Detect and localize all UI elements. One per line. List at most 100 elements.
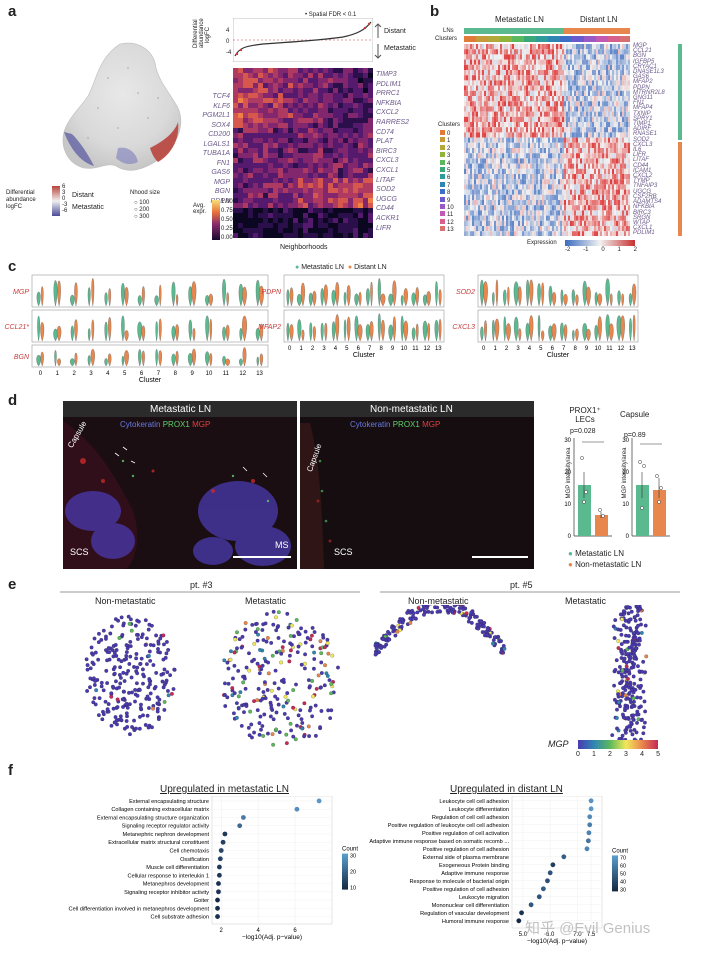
heat-b-cell	[596, 205, 598, 211]
heat-b-cell	[548, 194, 550, 200]
violin-shape	[222, 356, 226, 367]
heat-b-cell	[596, 163, 598, 169]
heat-b-cell	[478, 200, 480, 206]
heat-a-cell	[233, 158, 238, 163]
heat-b-cell	[464, 44, 466, 50]
heat-b-cell	[524, 189, 526, 195]
heat-b-cell	[550, 59, 552, 65]
cluster-label: 6	[447, 175, 451, 182]
heat-a-cell	[263, 233, 268, 238]
heat-b-cell	[484, 231, 486, 236]
heat-b-cell	[488, 158, 490, 164]
violin-shape	[191, 348, 196, 367]
heat-b-cell	[468, 137, 470, 143]
heat-b-cell	[574, 54, 576, 60]
heat-b-cell	[554, 85, 556, 91]
heat-b-cell	[592, 174, 594, 180]
heat-b-cell	[626, 231, 628, 236]
cluster-strip-cell	[622, 36, 624, 42]
heat-a-cell	[333, 68, 338, 73]
heat-a-cell	[368, 83, 373, 88]
heat-b-cell	[540, 49, 542, 55]
heat-a-cell	[293, 188, 298, 193]
heat-b-cell	[588, 200, 590, 206]
heat-a-cell	[368, 128, 373, 133]
violin-shape	[495, 279, 499, 307]
heat-b-cell	[564, 75, 566, 81]
heat-a-cell	[268, 113, 273, 118]
heat-b-cell	[612, 189, 614, 195]
heat-b-cell	[554, 106, 556, 112]
heat-b-cell	[544, 231, 546, 236]
heat-b-cell	[582, 137, 584, 143]
spatial-point	[307, 734, 311, 738]
heat-a-cell	[313, 68, 318, 73]
heat-b-cell	[476, 132, 478, 138]
heat-b-cell	[576, 80, 578, 86]
heat-a-cell	[353, 143, 358, 148]
heat-a-cell	[283, 208, 288, 213]
heat-b-cell	[500, 168, 502, 174]
violin-shape	[108, 317, 112, 342]
heat-b-cell	[534, 96, 536, 102]
spatial-point	[141, 672, 146, 677]
heat-a-cell	[243, 228, 248, 233]
heat-b-cell	[574, 70, 576, 76]
heat-b-cell	[590, 122, 592, 128]
heat-b-cell	[508, 127, 510, 133]
heat-b-cell	[474, 80, 476, 86]
heat-a-cell	[338, 103, 343, 108]
heat-b-cell	[476, 44, 478, 50]
heat-a-cell	[268, 188, 273, 193]
heat-b-cell	[612, 90, 614, 96]
heat-b-cell	[578, 122, 580, 128]
heat-a-cell	[323, 78, 328, 83]
heat-a-cell	[263, 138, 268, 143]
heat-a-cell	[258, 108, 263, 113]
heat-b-cell	[622, 215, 624, 221]
heat-b-cell	[562, 59, 564, 65]
heat-b-cell	[518, 226, 520, 232]
cluster-strip-cell	[500, 36, 502, 42]
heat-b-cell	[572, 85, 574, 91]
heat-b-cell	[494, 189, 496, 195]
heat-b-cell	[542, 205, 544, 211]
heat-b-cell	[512, 137, 514, 143]
heat-b-cell	[528, 163, 530, 169]
spatial-point	[124, 711, 129, 716]
heat-b-cell	[518, 85, 520, 91]
heat-b-cell	[498, 153, 500, 159]
heat-a-cell	[313, 158, 318, 163]
heat-b-cell	[572, 96, 574, 102]
heat-b-cell	[620, 200, 622, 206]
heat-b-cell	[610, 163, 612, 169]
heat-b-cell	[578, 44, 580, 50]
heat-b-cell	[542, 80, 544, 86]
spatial-point	[110, 624, 114, 629]
heat-b-cell	[548, 111, 550, 117]
spatial-point	[151, 643, 156, 648]
heat-b-cell	[584, 194, 586, 200]
heat-b-cell	[570, 116, 572, 122]
heat-b-cell	[494, 59, 496, 65]
heat-b-cell	[466, 194, 468, 200]
cluster-label: 13	[447, 227, 454, 234]
heat-b-cell	[514, 142, 516, 148]
heat-b-cell	[602, 75, 604, 81]
heat-a-cell	[263, 158, 268, 163]
heat-b-cell	[548, 106, 550, 112]
spatial-point	[124, 719, 129, 723]
heat-b-cell	[592, 194, 594, 200]
heat-b-cell	[500, 96, 502, 102]
spatial-point	[136, 619, 141, 624]
heat-b-cell	[580, 64, 582, 70]
cluster-legend-item: 6	[440, 174, 454, 181]
heat-b-cell	[600, 158, 602, 164]
heat-a-cell	[353, 208, 358, 213]
cluster-label: 4	[447, 160, 451, 167]
heat-b-cell	[624, 127, 626, 133]
spatial-point	[118, 676, 123, 680]
heat-b-cell	[484, 44, 486, 50]
spatial-point	[154, 671, 159, 675]
heat-b-cell	[536, 179, 538, 185]
